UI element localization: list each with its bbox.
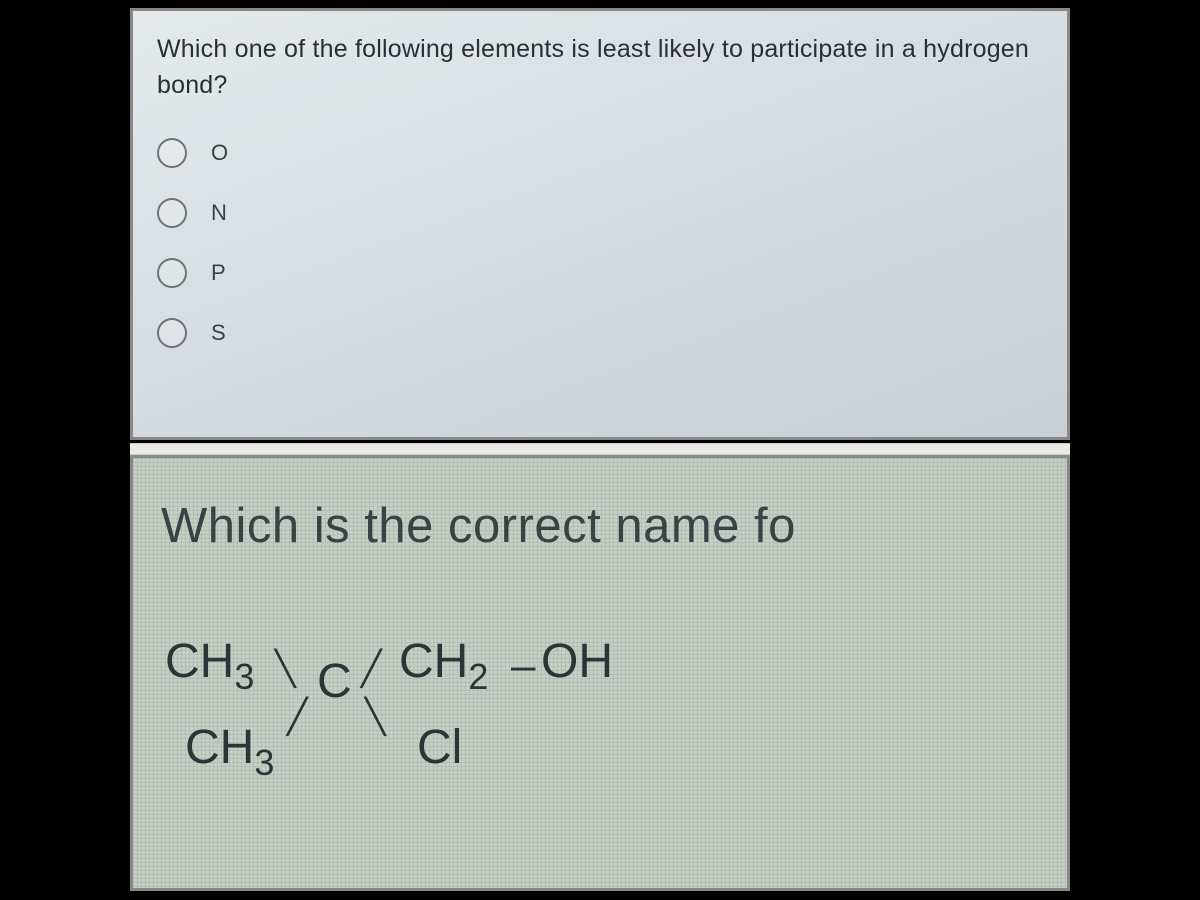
radio-icon[interactable] — [157, 258, 187, 288]
formula-oh: OH — [541, 638, 613, 686]
option-label: O — [211, 140, 228, 166]
formula-text: CH — [399, 635, 468, 688]
radio-icon[interactable] — [157, 198, 187, 228]
option-label: S — [211, 320, 226, 346]
bond-nw: ╲ — [275, 652, 295, 686]
question-panel-2: Which is the correct name fo CH3 ╲ C ╱ C… — [130, 455, 1070, 891]
option-label: P — [211, 260, 226, 286]
formula-text: CH — [165, 635, 234, 688]
formula-ch3-bottom: CH3 — [185, 724, 274, 781]
radio-icon[interactable] — [157, 138, 187, 168]
bond-se: ╲ — [365, 700, 385, 734]
option-p[interactable]: P — [157, 258, 1043, 288]
bond-sw: ╱ — [287, 700, 307, 734]
option-o[interactable]: O — [157, 138, 1043, 168]
option-n[interactable]: N — [157, 198, 1043, 228]
formula-cl: Cl — [417, 724, 462, 772]
question-panel-1: Which one of the following elements is l… — [130, 8, 1070, 440]
formula-sub: 3 — [254, 742, 274, 783]
chemical-structure: CH3 ╲ C ╱ CH2 – OH ╱ CH3 ╲ Cl — [165, 638, 1049, 838]
question-1-text: Which one of the following elements is l… — [157, 31, 1043, 104]
formula-sub: 3 — [234, 656, 254, 697]
bond-dash: – — [511, 644, 535, 688]
question-2-text: Which is the correct name fo — [161, 498, 1049, 554]
formula-ch2: CH2 — [399, 638, 488, 695]
panel-divider — [130, 443, 1070, 455]
bond-ne: ╱ — [361, 652, 381, 686]
formula-center-c: C — [317, 658, 352, 706]
option-s[interactable]: S — [157, 318, 1043, 348]
formula-ch3-left: CH3 — [165, 638, 254, 695]
radio-icon[interactable] — [157, 318, 187, 348]
option-label: N — [211, 200, 227, 226]
options-group: O N P S — [157, 138, 1043, 348]
formula-text: CH — [185, 721, 254, 774]
formula-sub: 2 — [468, 656, 488, 697]
